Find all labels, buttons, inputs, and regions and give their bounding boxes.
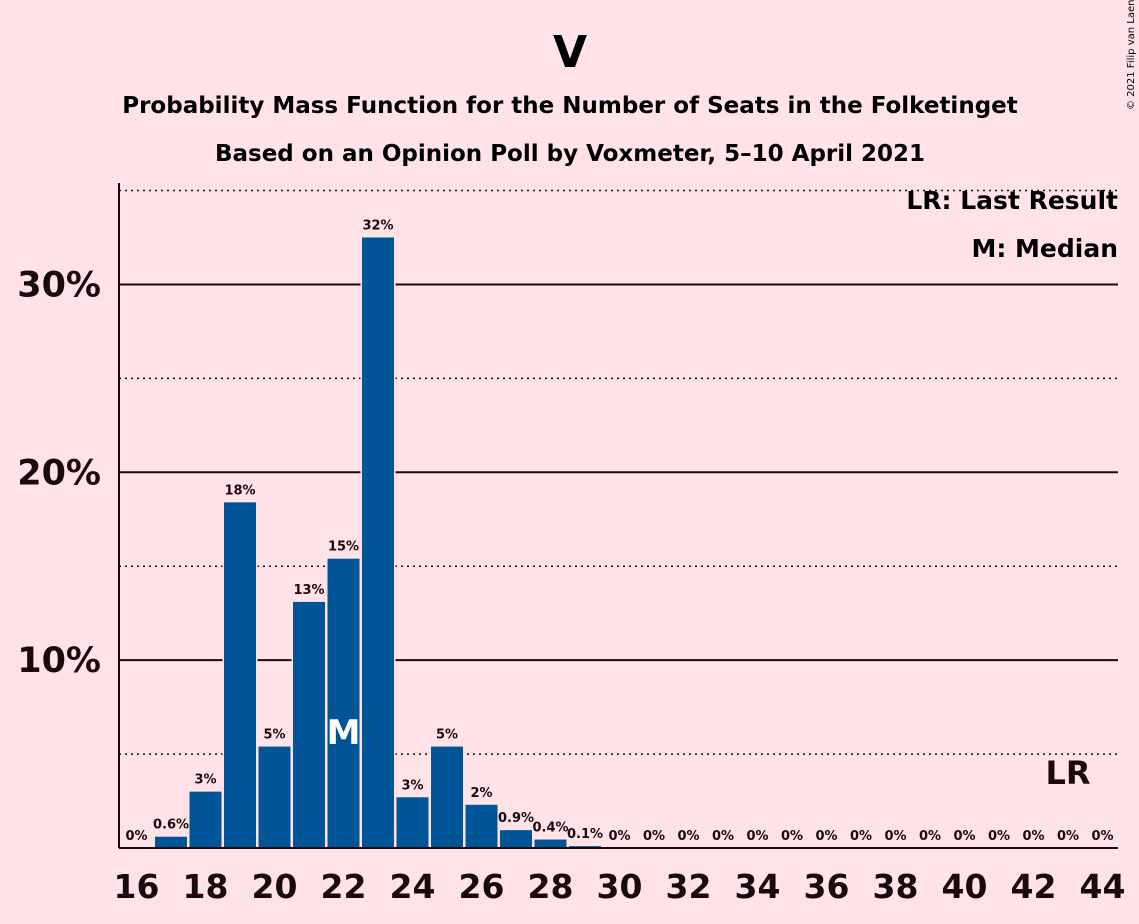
bar	[533, 838, 568, 850]
x-tick-label: 36	[804, 867, 850, 906]
data-label: 0%	[919, 829, 941, 844]
bar	[464, 803, 499, 850]
x-tick-label: 32	[666, 867, 712, 906]
x-tick-label: 42	[1011, 867, 1057, 906]
data-label: 0%	[125, 829, 147, 844]
data-label: 5%	[263, 728, 285, 743]
bar	[498, 828, 534, 850]
data-label: 15%	[328, 540, 359, 555]
x-tick-label: 38	[873, 867, 919, 906]
bar	[291, 600, 327, 850]
data-labels: 0% 0.6% 3% 18% 5% 13% 15% 32% 3% 5% 2% 0.9%0.4%0.1%…	[125, 218, 1113, 844]
y-tick-labels: 10% 20% 30%	[17, 265, 101, 681]
x-tick-label: 34	[735, 867, 781, 906]
bar	[326, 557, 361, 850]
data-label: 0%	[781, 829, 803, 844]
x-tick-label: 20	[252, 867, 298, 906]
data-label: 0%	[643, 829, 665, 844]
y-tick-label: 30%	[17, 265, 101, 305]
data-label: 0%	[988, 829, 1010, 844]
data-label: 3%	[401, 778, 423, 793]
data-label: 0%	[815, 829, 837, 844]
data-label: 5%	[436, 728, 458, 743]
data-label: 0.6%	[153, 818, 189, 833]
chart-subtitle-line1: Probability Mass Function for the Number…	[122, 93, 1018, 119]
median-marker: M	[327, 713, 361, 753]
grid	[119, 189, 1118, 755]
bar	[257, 745, 292, 850]
markers: M LR	[326, 712, 1090, 792]
axes	[118, 183, 1118, 849]
data-label: 3%	[194, 773, 216, 788]
data-label: 0%	[953, 829, 975, 844]
bar	[222, 500, 258, 850]
data-label: 0%	[746, 829, 768, 844]
data-label: 13%	[293, 583, 324, 598]
x-tick-label: 40	[942, 867, 988, 906]
bars	[153, 235, 603, 850]
x-tick-label: 22	[321, 867, 367, 906]
chart-title: V	[553, 27, 587, 78]
x-tick-label: 28	[528, 867, 574, 906]
data-label: 0.9%	[498, 811, 534, 826]
bar	[429, 745, 465, 850]
data-label: 0%	[677, 829, 699, 844]
data-label: 0%	[608, 829, 630, 844]
bar	[153, 835, 189, 850]
x-tick-labels: 16 18 20 22 24 26 28 30 32 34 36 38 40 42 44	[114, 867, 1126, 906]
y-tick-label: 10%	[17, 641, 101, 681]
bar	[188, 790, 223, 850]
data-label: 0.1%	[567, 827, 603, 842]
chart-subtitle-line2: Based on an Opinion Poll by Voxmeter, 5–…	[215, 141, 925, 167]
x-tick-label: 44	[1080, 867, 1126, 906]
bar	[360, 235, 396, 850]
x-tick-label: 24	[390, 867, 436, 906]
data-label: 0%	[1022, 829, 1044, 844]
data-label: 0%	[1091, 829, 1113, 844]
x-tick-label: 30	[597, 867, 643, 906]
bar	[395, 795, 430, 850]
data-label: 0%	[850, 829, 872, 844]
data-label: 32%	[362, 218, 393, 233]
data-label: 2%	[470, 786, 492, 801]
legend-last-result: LR: Last Result	[906, 186, 1118, 215]
x-tick-label: 18	[183, 867, 229, 906]
data-label: 0%	[712, 829, 734, 844]
last-result-marker: LR	[1045, 754, 1090, 792]
x-tick-label: 16	[114, 867, 160, 906]
copyright-notice: © 2021 Filip van Laenen	[1126, 0, 1137, 110]
data-label: 18%	[224, 483, 255, 498]
data-label: 0%	[884, 829, 906, 844]
data-label: 0.4%	[532, 821, 568, 836]
data-label: 0%	[1057, 829, 1079, 844]
legend-median: M: Median	[971, 234, 1118, 263]
y-tick-label: 20%	[17, 453, 101, 493]
x-tick-label: 26	[459, 867, 505, 906]
